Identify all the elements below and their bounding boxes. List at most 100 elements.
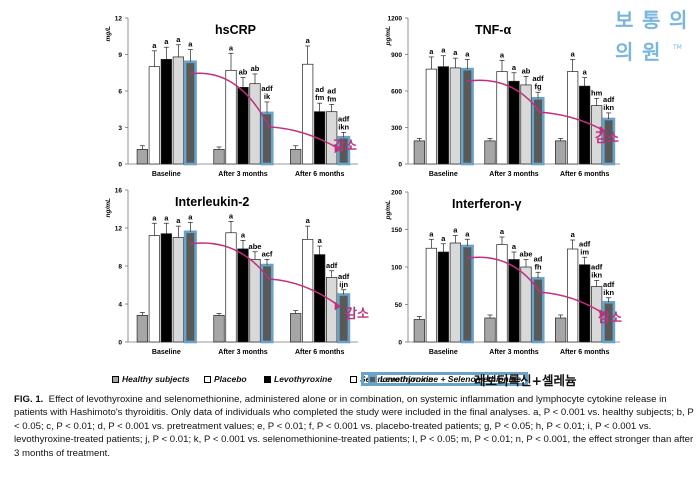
caption-text: Effect of levothyroxine and selenomethio… xyxy=(14,394,694,459)
chart1-bar-s4-g0 xyxy=(183,60,197,166)
chart4-xtick-label-0: Baseline xyxy=(429,349,458,356)
chart1-ytick-label-0: 0 xyxy=(118,162,122,169)
chart4-bar-s1-g2 xyxy=(567,248,579,343)
chart4-ytick-label-2: 100 xyxy=(391,265,402,272)
chart1-ytick-label-3: 9 xyxy=(118,52,122,59)
chart3-sig-s4-g0-0: a xyxy=(188,212,193,221)
chart2-ylabel: pg/mL xyxy=(385,26,392,47)
chart3-ylabel: ng/mL xyxy=(105,198,112,218)
chart4-sig-s2-g0-0: a xyxy=(441,234,446,243)
caption-fig-label: FIG. 1. xyxy=(14,394,44,405)
chart2-bar-s2-g1 xyxy=(508,80,520,165)
chart3-sig-s4-g2-0: adf xyxy=(338,272,350,281)
legend-label-placebo: Placebo xyxy=(214,374,247,384)
chart1-bar-s1-g2 xyxy=(302,63,314,165)
chart1-sig-s4-g2-0: adf xyxy=(338,114,350,123)
chart3-xtick-label-1: After 3 months xyxy=(218,349,268,356)
chart1-sig-s3-g0-0: a xyxy=(176,35,181,44)
chart1-bar-s1-g0 xyxy=(148,66,160,165)
korean-note: 레보티록신+셀레늄 xyxy=(474,373,577,388)
chart4-xtick-label-1: After 3 months xyxy=(489,349,539,356)
chart2-ytick-label-4: 1200 xyxy=(388,16,403,23)
chart1-xtick-label-2: After 6 months xyxy=(295,171,345,178)
chart1-bar-s2-g1 xyxy=(237,86,249,165)
chart4-sig-s2-g2-0: adf xyxy=(579,239,591,248)
chart2-ytick-label-2: 600 xyxy=(391,89,402,96)
chart4-decrease-label: 감소 xyxy=(598,311,622,326)
chart1-xtick-label-0: Baseline xyxy=(152,171,181,178)
chart4-sig-s4-g2-1: ikn xyxy=(603,288,614,297)
chart4-ytick-label-0: 0 xyxy=(398,340,402,347)
chart3-title: Interleukin-2 xyxy=(175,195,249,209)
chart1-decrease-arrow xyxy=(190,72,341,150)
chart4-sig-s1-g0-0: a xyxy=(429,229,434,238)
chart2-sig-s3-g2-0: hm xyxy=(591,88,603,97)
chart2-decrease-label: 감소 xyxy=(595,131,619,146)
chart1-sig-s4-g1-1: ik xyxy=(264,92,271,101)
chart2-title: TNF-α xyxy=(475,23,511,37)
chart4-sig-s3-g0-0: a xyxy=(453,226,458,235)
chart1-title: hsCRP xyxy=(215,23,256,37)
chart4-bar-s3-g0 xyxy=(449,242,461,343)
chart4-bar-s3-g1 xyxy=(520,266,532,343)
chart4-bar-s0-g1 xyxy=(484,317,496,343)
logo-char-4: 의 xyxy=(615,40,634,64)
legend-swatch-combo xyxy=(368,374,377,384)
chart1-bar-s0-g0 xyxy=(136,149,148,165)
chart4-ytick-label-1: 50 xyxy=(395,302,403,309)
chart2-ytick-label-3: 900 xyxy=(391,52,402,59)
logo-char-1: 보 xyxy=(615,8,634,32)
chart1-sig-s4-g0-0: a xyxy=(188,40,193,49)
chart1-ylabel: mg/L xyxy=(105,26,112,42)
chart1-xtick-label-1: After 3 months xyxy=(218,171,268,178)
chart3-sig-s3-g0-0: a xyxy=(176,216,181,225)
legend-label-levo: Levothyroxine xyxy=(274,374,333,384)
legend: Healthy subjects Placebo Levothyroxine S… xyxy=(112,374,700,388)
chart3-sig-s2-g0-0: a xyxy=(164,213,169,222)
chart1-sig-s3-g2-1: fm xyxy=(327,94,336,103)
chart3-bar-s3-g1 xyxy=(249,259,261,343)
chart2-bar-s3-g0 xyxy=(449,67,461,165)
chart4-ytick-label-3: 150 xyxy=(391,227,402,234)
legend-item-levo: Levothyroxine xyxy=(264,374,332,384)
chart3-ytick-label-2: 8 xyxy=(118,264,122,271)
chart1-sig-s3-g1-0: ab xyxy=(251,64,260,73)
chart4-sig-s4-g0-0: a xyxy=(465,229,470,238)
chart4-bar-s4-g1 xyxy=(531,276,545,344)
chart1-ytick-label-2: 6 xyxy=(118,89,122,96)
chart4-sig-s3-g1-0: abe xyxy=(520,250,533,259)
chart3-sig-s1-g0-0: a xyxy=(152,213,157,222)
legend-label-healthy: Healthy subjects xyxy=(122,374,190,384)
chart4-sig-s3-g2-1: ikn xyxy=(591,271,602,280)
chart3-bar-s0-g2 xyxy=(290,313,302,343)
chart1-sig-s2-g2-1: fm xyxy=(315,93,324,102)
chart1-decrease-label: 감소 xyxy=(333,139,357,154)
chart2-sig-s4-g0-0: a xyxy=(465,49,470,58)
chart2-sig-s1-g2-0: a xyxy=(571,49,576,58)
chart2-bar-s0-g0 xyxy=(413,140,425,165)
chart2-xtick-label-2: After 6 months xyxy=(560,171,610,178)
chart2-bar-s4-g0 xyxy=(460,67,474,166)
chart3-bar-s4-g0 xyxy=(183,230,197,344)
chart3-bar-s1-g2 xyxy=(302,239,314,343)
legend-swatch-healthy xyxy=(112,375,119,383)
chart3-sig-s4-g2-1: ijn xyxy=(339,280,348,289)
chart3-sig-s2-g1-0: a xyxy=(241,230,246,239)
chart2-ytick-label-1: 300 xyxy=(391,125,402,132)
chart1-sig-s4-g1-0: adf xyxy=(261,84,273,93)
chart1-bar-s3-g1 xyxy=(249,83,261,165)
chart4-bar-s1-g0 xyxy=(425,247,437,343)
chart2-sig-s3-g1-0: ab xyxy=(522,66,531,75)
chart2-ytick-label-0: 0 xyxy=(398,162,402,169)
legend-swatch-placebo xyxy=(204,375,211,383)
chart2-xtick-label-1: After 3 months xyxy=(489,171,539,178)
chart1-ytick-label-1: 3 xyxy=(118,125,122,132)
chart2-bar-s4-g1 xyxy=(531,97,545,166)
logo-char-5: 원 xyxy=(642,40,661,64)
chart1-sig-s2-g2-0: ad xyxy=(315,85,324,94)
legend-item-healthy: Healthy subjects xyxy=(112,374,190,384)
figure-caption: FIG. 1. Effect of levothyroxine and sele… xyxy=(14,393,694,460)
chart2-bar-s1-g0 xyxy=(425,68,437,165)
chart3-ytick-label-1: 4 xyxy=(118,302,122,309)
